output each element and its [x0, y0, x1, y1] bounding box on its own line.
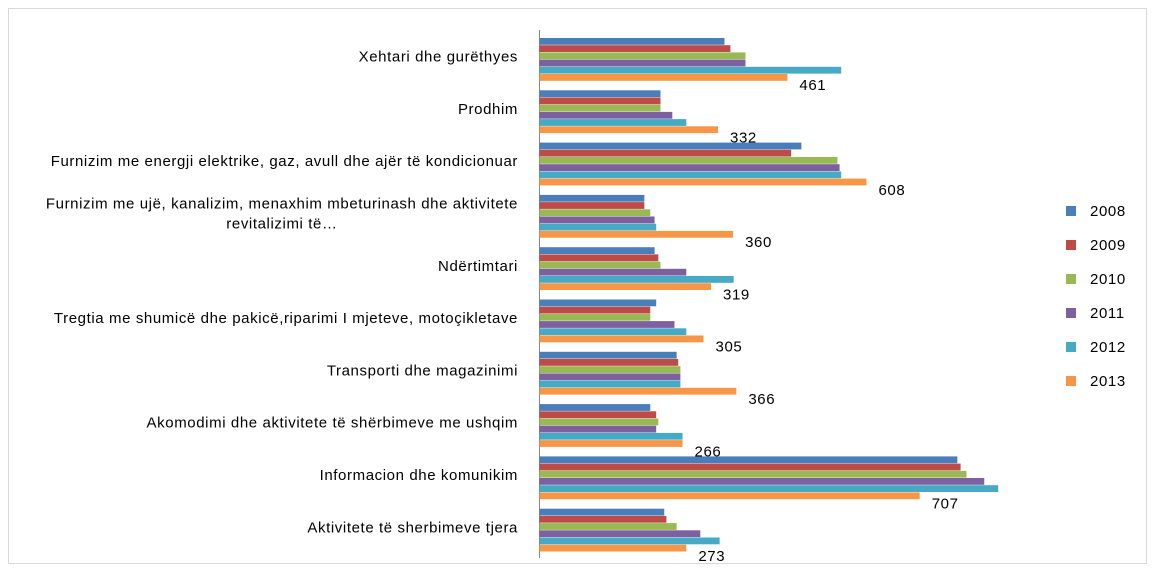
bar: [539, 380, 681, 388]
bar: [539, 254, 659, 262]
bar: [539, 283, 712, 290]
bar: [539, 440, 683, 447]
bar: [539, 268, 687, 276]
category-label: Xehtari dhe gurëthyes: [359, 49, 518, 66]
category-label: Furnizim me ujë, kanalizim, menaxhim mbe…: [46, 195, 518, 232]
bar: [539, 544, 687, 552]
bar: [539, 411, 657, 419]
bar: [539, 230, 734, 238]
bar: [539, 373, 681, 381]
bar: [539, 418, 659, 426]
category-label: Aktivitete të sherbimeve tjera: [307, 519, 518, 536]
bar: [539, 351, 677, 359]
bar: [539, 104, 661, 112]
bar: [539, 387, 737, 395]
bar: [539, 299, 657, 307]
category-label: Akomodimi dhe aktivitete të shërbimeve m…: [147, 415, 518, 432]
bar: [539, 456, 958, 464]
bar: [539, 328, 687, 336]
bar: [539, 126, 719, 134]
bar: [539, 157, 838, 164]
bar: [539, 149, 792, 157]
category-label: Transporti dhe magazinimi: [327, 362, 518, 379]
bar: [539, 366, 681, 373]
bar: [539, 119, 687, 126]
bar: [539, 209, 651, 217]
bar: [539, 523, 677, 530]
bar: [539, 306, 651, 314]
legend-label: 2009: [1090, 237, 1126, 254]
data-label: 461: [799, 77, 826, 94]
category-label: Furnizim me energji elektrike, gaz, avul…: [51, 153, 518, 170]
bar: [539, 164, 840, 171]
data-label: 366: [748, 391, 775, 408]
bar: [539, 478, 985, 485]
data-label: 707: [932, 496, 959, 513]
legend-label: 2012: [1090, 339, 1126, 356]
bar: [539, 52, 746, 60]
legend-swatch: [1066, 206, 1076, 216]
bar: [539, 485, 999, 492]
bar: [539, 223, 657, 231]
bar: [539, 216, 655, 224]
legend-swatch: [1066, 274, 1076, 284]
bar: [539, 321, 675, 328]
bar: [539, 59, 746, 67]
legend-label: 2013: [1090, 373, 1126, 390]
bar: [539, 111, 673, 119]
bar: [539, 247, 655, 254]
bar: [539, 463, 961, 471]
bar: [539, 530, 701, 538]
bar: [539, 66, 842, 74]
data-label: 266: [695, 443, 722, 460]
data-label: 360: [745, 234, 772, 251]
bar: [539, 492, 920, 500]
category-label: Informacion dhe komunikim: [320, 467, 518, 484]
data-label: 273: [698, 548, 725, 565]
bar: [539, 470, 967, 478]
bar: [539, 515, 667, 523]
bar: [539, 142, 802, 150]
legend-swatch: [1066, 308, 1076, 318]
bar: [539, 74, 788, 81]
bar: [539, 425, 657, 433]
bar: [539, 404, 651, 411]
bar: [539, 432, 683, 440]
bar: [539, 313, 651, 321]
category-label: Ndërtimtari: [438, 258, 518, 275]
data-label: 305: [716, 339, 743, 356]
bar: [539, 359, 679, 366]
legend-label: 2010: [1090, 271, 1126, 288]
legend-swatch: [1066, 240, 1076, 250]
legend-swatch: [1066, 376, 1076, 386]
data-label: 332: [730, 129, 757, 146]
bar: [539, 97, 661, 105]
bar: [539, 508, 665, 516]
bar: [539, 537, 720, 545]
bar: [539, 45, 731, 52]
bar: [539, 194, 645, 202]
bar: [539, 171, 842, 179]
category-label: Prodhim: [458, 101, 518, 118]
bar: [539, 276, 734, 283]
bar: [539, 261, 661, 269]
legend-label: 2011: [1090, 305, 1125, 322]
bar: [539, 38, 725, 45]
data-label: 608: [878, 182, 905, 199]
bar: [539, 90, 661, 98]
bar: [539, 178, 867, 186]
data-label: 319: [723, 286, 750, 303]
category-label: Tregtia me shumicë dhe pakicë,riparimi I…: [54, 310, 518, 327]
legend-swatch: [1066, 342, 1076, 352]
bar: [539, 202, 645, 209]
legend-label: 2008: [1090, 203, 1126, 220]
bar: [539, 335, 704, 343]
